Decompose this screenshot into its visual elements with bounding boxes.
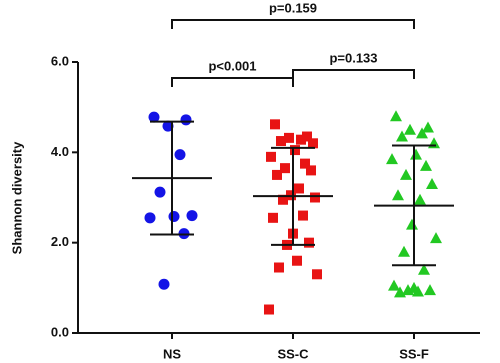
data-point (308, 138, 318, 149)
data-point (400, 168, 412, 180)
data-point (410, 148, 422, 160)
data-point (186, 210, 198, 222)
data-point (300, 158, 310, 169)
data-point (426, 177, 438, 189)
data-point (280, 163, 290, 174)
data-point (412, 285, 424, 297)
data-point (168, 210, 180, 222)
data-point (296, 134, 306, 145)
data-point (144, 212, 156, 224)
data-point (388, 279, 400, 291)
data-point (420, 159, 432, 171)
data-point (298, 210, 308, 221)
data-point (422, 121, 434, 133)
y-axis-label: Shannon diversity (9, 141, 24, 254)
data-point (414, 193, 426, 205)
data-point (292, 255, 302, 266)
data-point (430, 232, 442, 244)
data-point (304, 237, 314, 248)
data-point (266, 151, 276, 162)
data-point (398, 245, 410, 257)
data-point (306, 165, 316, 176)
data-point (402, 284, 414, 296)
data-point (392, 189, 404, 201)
data-point (386, 153, 398, 165)
data-point (268, 212, 278, 223)
data-point (404, 123, 416, 135)
data-point (284, 132, 294, 143)
data-point (270, 119, 280, 130)
data-point (290, 145, 300, 156)
y-tick-label: 0.0 (51, 324, 69, 339)
y-tick-label: 6.0 (51, 53, 69, 68)
data-point (312, 269, 322, 280)
data-point (162, 120, 174, 132)
data-point (428, 137, 440, 149)
data-point (394, 286, 406, 298)
data-point (406, 218, 418, 230)
data-point (158, 278, 170, 290)
data-point (148, 111, 160, 123)
y-tick-label: 4.0 (51, 144, 69, 159)
p-value: p=0.159 (269, 0, 317, 15)
x-tick-label: SS-C (277, 346, 309, 361)
data-point (154, 186, 166, 198)
data-point (396, 130, 408, 142)
data-point (310, 192, 320, 203)
data-point (274, 262, 284, 273)
significance-bracket (171, 77, 294, 87)
data-point (424, 284, 436, 296)
x-tick-label: NS (163, 346, 181, 361)
data-point (418, 263, 430, 275)
p-value: p=0.133 (329, 50, 377, 65)
data-point (302, 131, 312, 142)
significance-bracket (171, 19, 415, 29)
data-point (276, 136, 286, 147)
data-point (180, 114, 192, 126)
data-point (174, 149, 186, 161)
p-value: p<0.001 (208, 58, 256, 73)
y-tick-label: 2.0 (51, 234, 69, 249)
significance-bracket (292, 69, 415, 79)
data-point (272, 169, 282, 180)
data-point (278, 194, 288, 205)
x-tick-label: SS-F (399, 346, 429, 361)
data-point (416, 127, 428, 139)
data-point (390, 110, 402, 122)
data-point (264, 304, 274, 315)
data-point (294, 183, 304, 194)
